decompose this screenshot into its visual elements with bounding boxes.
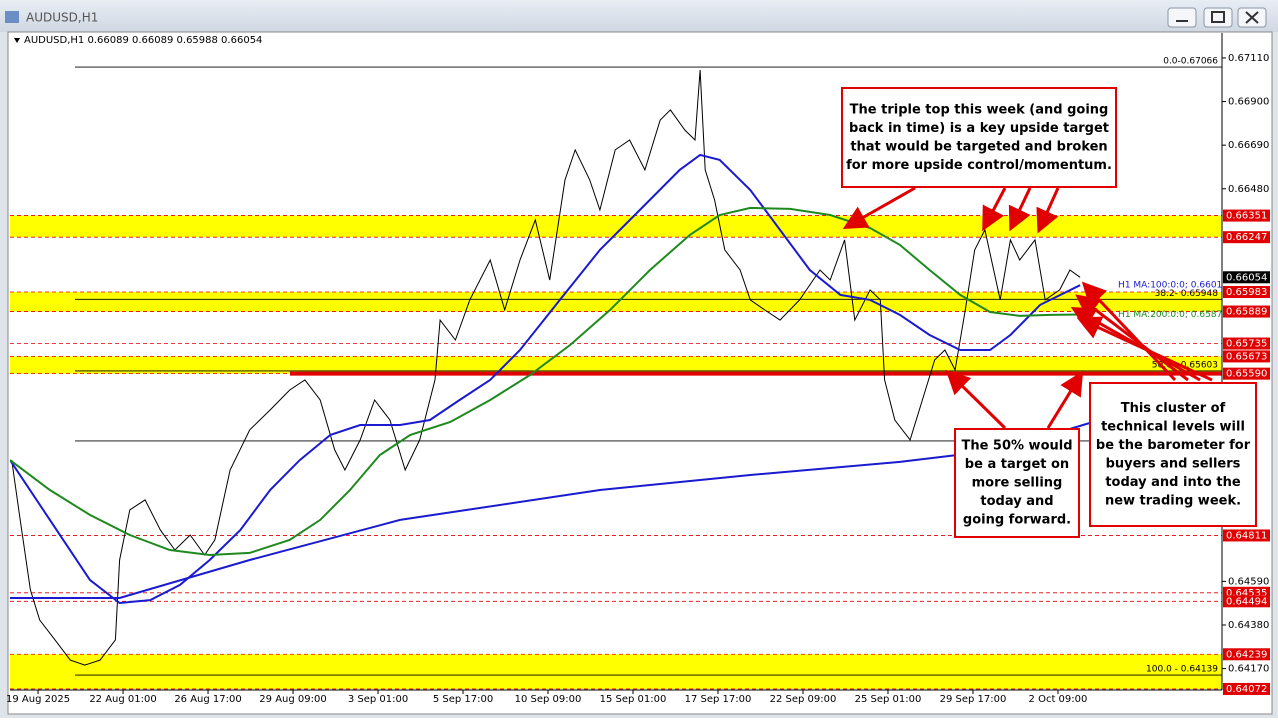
minimize-button[interactable] [1167,7,1197,28]
x-tick-label: 29 Aug 09:00 [259,694,326,705]
price-line [11,69,1081,666]
arrow [1076,316,1213,382]
annotation-text: today and into the [1105,475,1241,490]
y-tick-label: 0.66690 [1228,140,1269,151]
fib-label: 38.2- 0.65948 [1155,289,1219,299]
annotation-text: going forward. [963,513,1071,528]
x-tick-label: 25 Sep 01:00 [855,694,922,705]
zone [10,215,1222,238]
annotation-text: for more upside control/momentum. [846,158,1112,173]
x-tick-label: 22 Aug 01:00 [89,694,156,705]
zone [10,654,1222,689]
level-label: 0.65590 [1226,369,1267,380]
price-label: 0.66054 [1226,272,1267,283]
arrow [842,186,916,229]
annotations: The triple top this week (and going back … [841,87,1257,538]
annotation-text: be the barometer for [1096,438,1251,453]
window-buttons [1167,7,1267,28]
arrow [1075,294,1189,382]
arrow [1008,187,1032,232]
annotation-text: This cluster of [1121,401,1226,416]
x-tick-label: 2 Oct 09:00 [1029,694,1088,705]
x-tick-label: 26 Aug 17:00 [174,694,241,705]
y-tick-label: 0.66900 [1228,97,1269,108]
annotation-text: buyers and sellers [1106,456,1241,471]
annotation-text: more selling [972,476,1063,491]
y-tick-label: 0.64380 [1228,620,1269,631]
level-box [1223,595,1270,608]
x-tick-label: 29 Sep 17:00 [940,694,1007,705]
level-label: 0.65735 [1226,339,1267,350]
arrow [1036,187,1060,234]
y-tick-label: 0.66480 [1228,184,1269,195]
x-tick-label: 5 Sep 17:00 [433,694,493,705]
level-label: 0.66351 [1226,211,1267,222]
chart-header: AUDUSD,H1 0.66089 0.66089 0.65988 0.6605… [24,35,262,46]
level-box [1223,231,1270,244]
level-label: 0.64072 [1226,684,1267,695]
arrow [945,369,1007,430]
indicator-line [10,206,1081,557]
level-box [1223,286,1270,299]
x-tick-label: 19 Aug 2025 [6,694,70,705]
annotation-text: back in time) is a key upside target [849,121,1109,136]
fib-label: 50.0 - 0.65603 [1152,360,1218,370]
annotation-box [1089,382,1257,527]
annotation-box [841,87,1117,188]
annotation-arrows [842,186,1213,430]
close-icon [1245,11,1259,24]
level-box [1223,337,1270,350]
annotation-box [954,428,1080,538]
annotation-text: new trading week. [1105,493,1241,508]
series-label: H1 MA:100:0:0; 0.66016 [1118,281,1228,291]
arrow [982,187,1007,232]
fib-label: 100.0 - 0.64139 [1146,665,1218,675]
level-label: 0.64811 [1226,530,1267,541]
price-box [1223,271,1270,284]
y-tick-label: 0.64590 [1228,576,1269,587]
level-label: 0.65983 [1226,287,1267,298]
level-box [1223,648,1270,661]
annotation-text: be a target on [965,457,1069,472]
indicator-line [10,153,1081,605]
level-box [1223,209,1270,222]
title-bar [0,0,1278,32]
annotation-text: that would be targeted and broken [850,139,1107,154]
annotation-text: technical levels will [1101,419,1245,434]
annotation-text: The 50% would [961,439,1072,454]
maximize-button[interactable] [1203,7,1233,28]
annotation-text: today and [980,494,1053,509]
level-label: 0.64494 [1226,596,1267,607]
maximize-icon [1211,11,1225,23]
fib-label: 0.0-0.67066 [1163,57,1218,67]
level-label: 0.64535 [1226,588,1267,599]
level-box [1223,350,1270,363]
y-tick-label: 0.64170 [1228,664,1269,675]
level-label: 0.66247 [1226,232,1267,243]
level-box [1223,682,1270,695]
annotation-text: The triple top this week (and going [850,102,1109,117]
level-box [1223,367,1270,380]
level-box [1223,529,1270,542]
y-tick-label: 0.67110 [1228,53,1269,64]
level-label: 0.65673 [1226,351,1267,362]
zone [10,292,1222,312]
zone [10,356,1222,374]
window-title: AUDUSD,H1 [26,11,98,25]
series-label: H1 MA:200:0:0; 0.65875 [1118,310,1228,320]
arrow [1046,370,1084,429]
window-icon [5,11,19,23]
header-marker [14,38,20,43]
level-label: 0.65889 [1226,307,1267,318]
x-tick-label: 10 Sep 09:00 [515,694,582,705]
level-box [1223,305,1270,318]
x-tick-label: 17 Sep 17:00 [685,694,752,705]
x-tick-label: 3 Sep 01:00 [348,694,408,705]
level-label: 0.64239 [1226,649,1267,660]
x-tick-label: 15 Sep 01:00 [600,694,667,705]
x-tick-label: 22 Sep 09:00 [770,694,837,705]
